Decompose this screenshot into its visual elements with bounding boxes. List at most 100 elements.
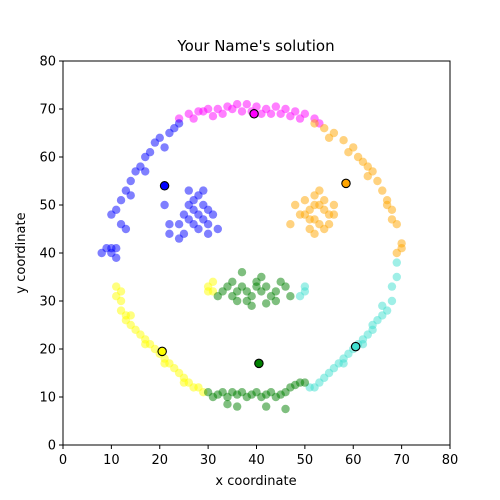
data-point (199, 186, 208, 195)
y-tick-label: 60 (39, 151, 56, 166)
data-point (358, 340, 368, 349)
data-point (208, 112, 218, 121)
data-point (329, 200, 339, 210)
data-point (300, 378, 310, 387)
data-point (271, 296, 281, 306)
data-point (116, 287, 126, 296)
data-point (232, 296, 242, 306)
y-tick-label: 0 (48, 439, 56, 454)
data-point (228, 104, 237, 114)
data-point (97, 248, 106, 258)
y-tick-label: 70 (39, 103, 56, 118)
data-point (237, 107, 247, 116)
points-layer (97, 100, 406, 414)
data-point (112, 244, 121, 253)
data-point (315, 186, 324, 195)
data-point (320, 196, 329, 205)
data-point (160, 200, 169, 210)
data-point (271, 287, 281, 296)
data-point (387, 296, 397, 306)
x-tick-label: 10 (103, 453, 120, 468)
data-point (368, 320, 377, 330)
data-point (300, 210, 310, 219)
data-point (121, 224, 131, 234)
data-point (189, 220, 198, 229)
data-point (392, 258, 401, 267)
data-point (203, 287, 213, 296)
data-point (179, 229, 189, 238)
x-tick-label: 0 (59, 453, 67, 468)
x-tick-label: 70 (393, 453, 410, 468)
data-point (165, 229, 174, 238)
data-point (160, 143, 169, 152)
x-axis-ticks: 0 10 20 30 40 50 60 70 80 (59, 445, 458, 468)
data-point (276, 109, 285, 119)
data-point (116, 296, 126, 306)
data-point (261, 402, 271, 411)
data-point (378, 301, 387, 310)
data-point (208, 277, 218, 286)
data-point (382, 200, 392, 210)
y-tick-label: 40 (39, 247, 56, 262)
data-point (218, 109, 227, 119)
data-point (208, 210, 218, 219)
data-point (126, 311, 135, 320)
data-point (286, 220, 295, 229)
data-point (329, 210, 339, 219)
data-point (247, 301, 256, 310)
data-point (266, 109, 276, 119)
data-point (131, 167, 140, 176)
data-point (392, 220, 401, 229)
x-tick-label: 80 (442, 453, 459, 468)
data-point (295, 114, 305, 123)
data-point (242, 100, 252, 109)
x-axis-label: x coordinate (215, 474, 296, 489)
data-point (223, 400, 232, 409)
data-point (160, 359, 169, 368)
data-point (232, 402, 242, 411)
data-point (107, 210, 116, 219)
data-point (300, 282, 310, 291)
x-tick-label: 30 (200, 453, 217, 468)
data-point (165, 128, 174, 138)
x-tick-label: 40 (248, 453, 265, 468)
data-point (378, 186, 387, 195)
data-point (112, 253, 121, 262)
data-point (310, 200, 319, 210)
data-point (339, 359, 348, 368)
y-tick-label: 20 (39, 343, 56, 358)
data-point (392, 272, 401, 282)
data-point (179, 378, 189, 387)
centroid-marker (254, 358, 264, 369)
data-point (339, 136, 348, 145)
data-point (203, 229, 213, 238)
data-point (203, 220, 213, 229)
data-point (300, 196, 310, 205)
x-tick-label: 60 (345, 453, 362, 468)
data-point (295, 292, 305, 301)
y-tick-label: 50 (39, 199, 56, 214)
data-point (373, 176, 382, 186)
data-point (179, 210, 189, 219)
data-point (392, 248, 401, 258)
data-point (363, 172, 372, 181)
data-point (126, 176, 135, 186)
data-point (286, 292, 295, 301)
y-tick-label: 80 (39, 55, 56, 70)
data-point (189, 114, 198, 123)
x-tick-label: 20 (151, 453, 168, 468)
centroid-marker (341, 178, 351, 189)
data-point (126, 191, 135, 200)
chart-title: Your Name's solution (176, 37, 334, 55)
data-point (305, 224, 314, 234)
data-point (344, 148, 353, 157)
data-point (237, 268, 247, 277)
data-point (291, 200, 300, 210)
data-point (261, 299, 271, 308)
centroid-layer (157, 109, 361, 369)
data-point (150, 138, 160, 147)
data-point (165, 220, 174, 229)
data-point (286, 112, 295, 121)
data-point (324, 133, 334, 142)
